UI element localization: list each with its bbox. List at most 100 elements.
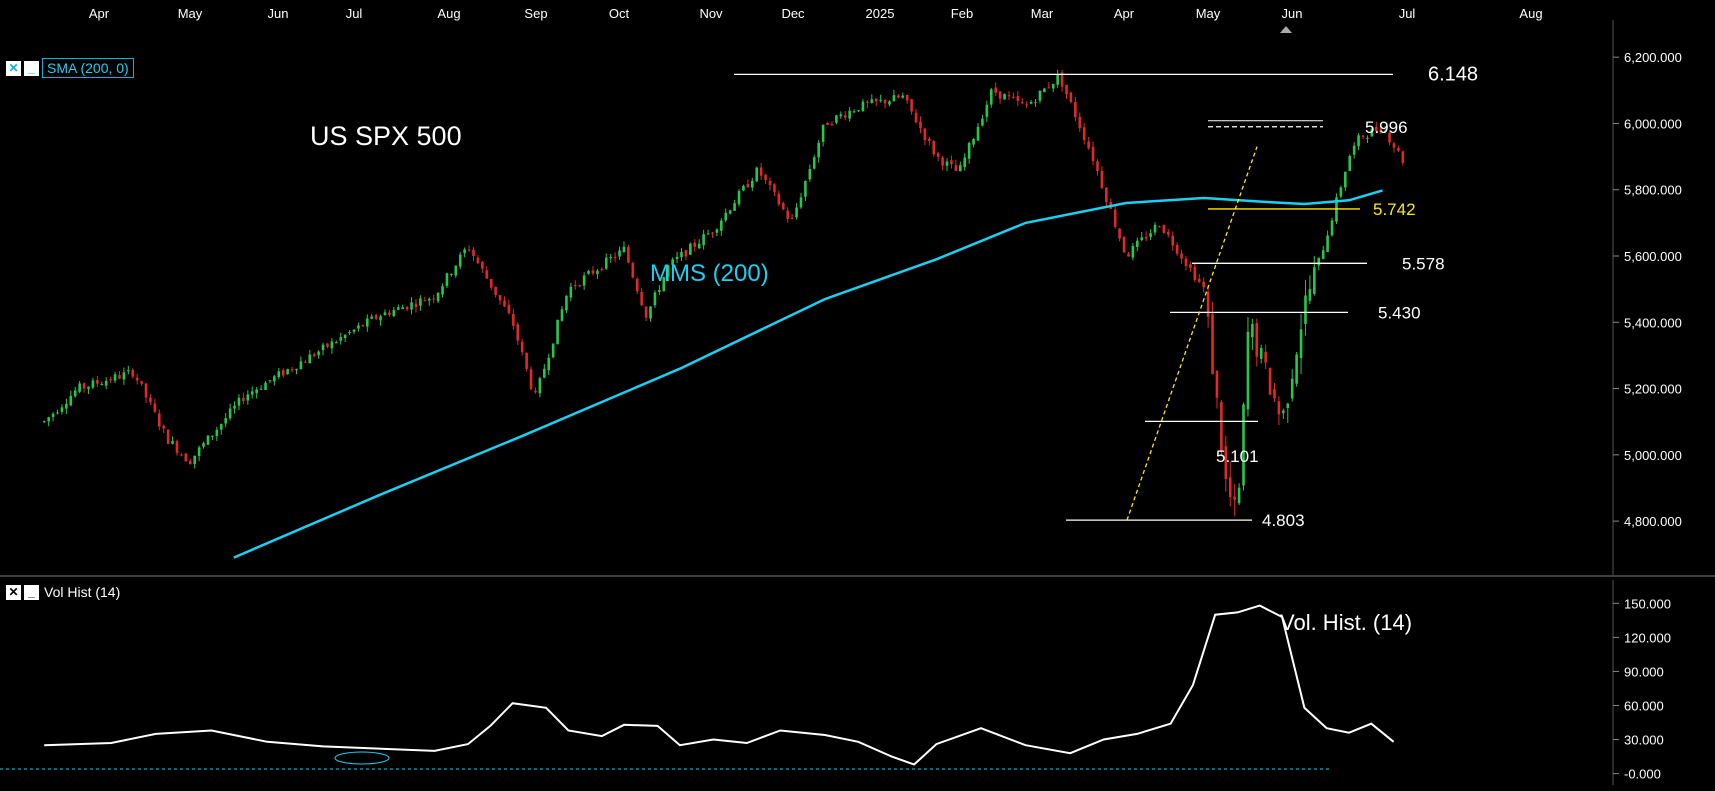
- candle: [1025, 101, 1028, 109]
- candle: [751, 177, 754, 192]
- candle: [1184, 256, 1188, 271]
- time-tick-label: Oct: [609, 6, 630, 21]
- candle: [967, 141, 971, 164]
- candle: [994, 82, 998, 96]
- candle: [658, 285, 661, 295]
- vol-tick-label: 120.000: [1624, 630, 1671, 645]
- candle: [1012, 92, 1015, 99]
- candle: [1043, 87, 1046, 93]
- sma-indicator-label[interactable]: SMA (200, 0): [42, 58, 134, 78]
- candle: [1206, 286, 1210, 328]
- vol-tick-label: -0.000: [1624, 767, 1661, 782]
- svg-text:6.148: 6.148: [1428, 63, 1478, 85]
- candle: [976, 122, 980, 141]
- candle: [702, 229, 705, 250]
- candle: [1379, 127, 1383, 134]
- time-tick-label: Mar: [1031, 6, 1054, 21]
- candle: [1348, 154, 1352, 172]
- candle: [131, 368, 135, 379]
- candle: [1383, 126, 1387, 134]
- minimize-icon[interactable]: _: [24, 60, 39, 76]
- candle: [392, 306, 396, 318]
- candle: [321, 342, 325, 356]
- vol-annotation: Vol. Hist. (14): [1280, 610, 1412, 635]
- candle: [339, 332, 343, 345]
- candle: [135, 373, 139, 385]
- candle: [1038, 90, 1042, 104]
- candle: [1180, 249, 1183, 264]
- candle: [534, 387, 537, 394]
- candle: [410, 297, 413, 315]
- vol-indicator-label[interactable]: Vol Hist (14): [42, 584, 123, 600]
- candle: [1321, 245, 1325, 260]
- candle: [1140, 231, 1144, 242]
- candle: [1078, 112, 1082, 132]
- candle: [1242, 402, 1245, 491]
- candle: [1330, 217, 1334, 237]
- price-tick-label: 5,800.000: [1624, 183, 1682, 198]
- candle: [414, 298, 418, 313]
- candle: [843, 110, 847, 121]
- candle: [242, 392, 245, 405]
- candle: [812, 154, 816, 170]
- sma-toolbar: ✕ _ SMA (200, 0): [6, 58, 134, 78]
- candle: [1065, 84, 1068, 99]
- candle: [149, 394, 152, 405]
- candle: [219, 423, 223, 435]
- candle: [361, 324, 365, 327]
- close-icon[interactable]: ✕: [6, 584, 21, 600]
- candle: [981, 114, 984, 127]
- time-tick-label: May: [1196, 6, 1221, 21]
- candle: [445, 272, 449, 289]
- candle: [295, 368, 298, 375]
- candle: [56, 409, 59, 415]
- candle: [830, 121, 834, 126]
- candle: [596, 269, 599, 280]
- candle: [330, 338, 334, 354]
- candle: [1007, 91, 1011, 101]
- candle: [538, 376, 542, 398]
- candle: [715, 228, 719, 237]
- candle: [1153, 222, 1157, 236]
- close-icon[interactable]: ✕: [6, 60, 21, 76]
- candle: [113, 371, 117, 384]
- candle: [184, 452, 188, 462]
- candle: [441, 283, 444, 298]
- candle: [326, 343, 329, 349]
- candle: [666, 264, 670, 282]
- candle: [936, 152, 940, 162]
- candle: [1388, 130, 1391, 146]
- candle: [374, 313, 378, 321]
- candle: [268, 380, 272, 384]
- candle: [547, 353, 551, 375]
- time-axis: Apr May Jun Jul Aug Sep Oct Nov Dec 2025 Feb Mar Apr…: [89, 6, 1543, 33]
- candle: [82, 382, 86, 393]
- candle: [357, 322, 360, 332]
- candle: [1051, 83, 1055, 93]
- time-tick-label: 2025: [866, 6, 895, 21]
- candle: [1202, 277, 1205, 293]
- candle: [560, 305, 564, 322]
- candle: [923, 127, 927, 146]
- candle: [162, 424, 166, 434]
- candle: [405, 306, 409, 311]
- candle: [786, 207, 790, 223]
- candle: [1189, 261, 1192, 272]
- candle: [215, 426, 219, 441]
- vol-hist-line: [44, 604, 1395, 766]
- candle: [1074, 97, 1077, 122]
- candle: [87, 386, 90, 394]
- candle: [848, 107, 851, 122]
- candle: [1299, 313, 1303, 375]
- candle: [100, 381, 104, 386]
- candle: [1016, 91, 1020, 107]
- time-tick-label: Aug: [1519, 6, 1542, 21]
- candle: [308, 349, 312, 364]
- candle: [472, 247, 475, 261]
- sma-annotation: MMS (200): [650, 260, 769, 287]
- candle: [1228, 461, 1232, 507]
- candle: [1197, 273, 1201, 283]
- candle: [644, 306, 648, 322]
- minimize-icon[interactable]: _: [24, 584, 39, 600]
